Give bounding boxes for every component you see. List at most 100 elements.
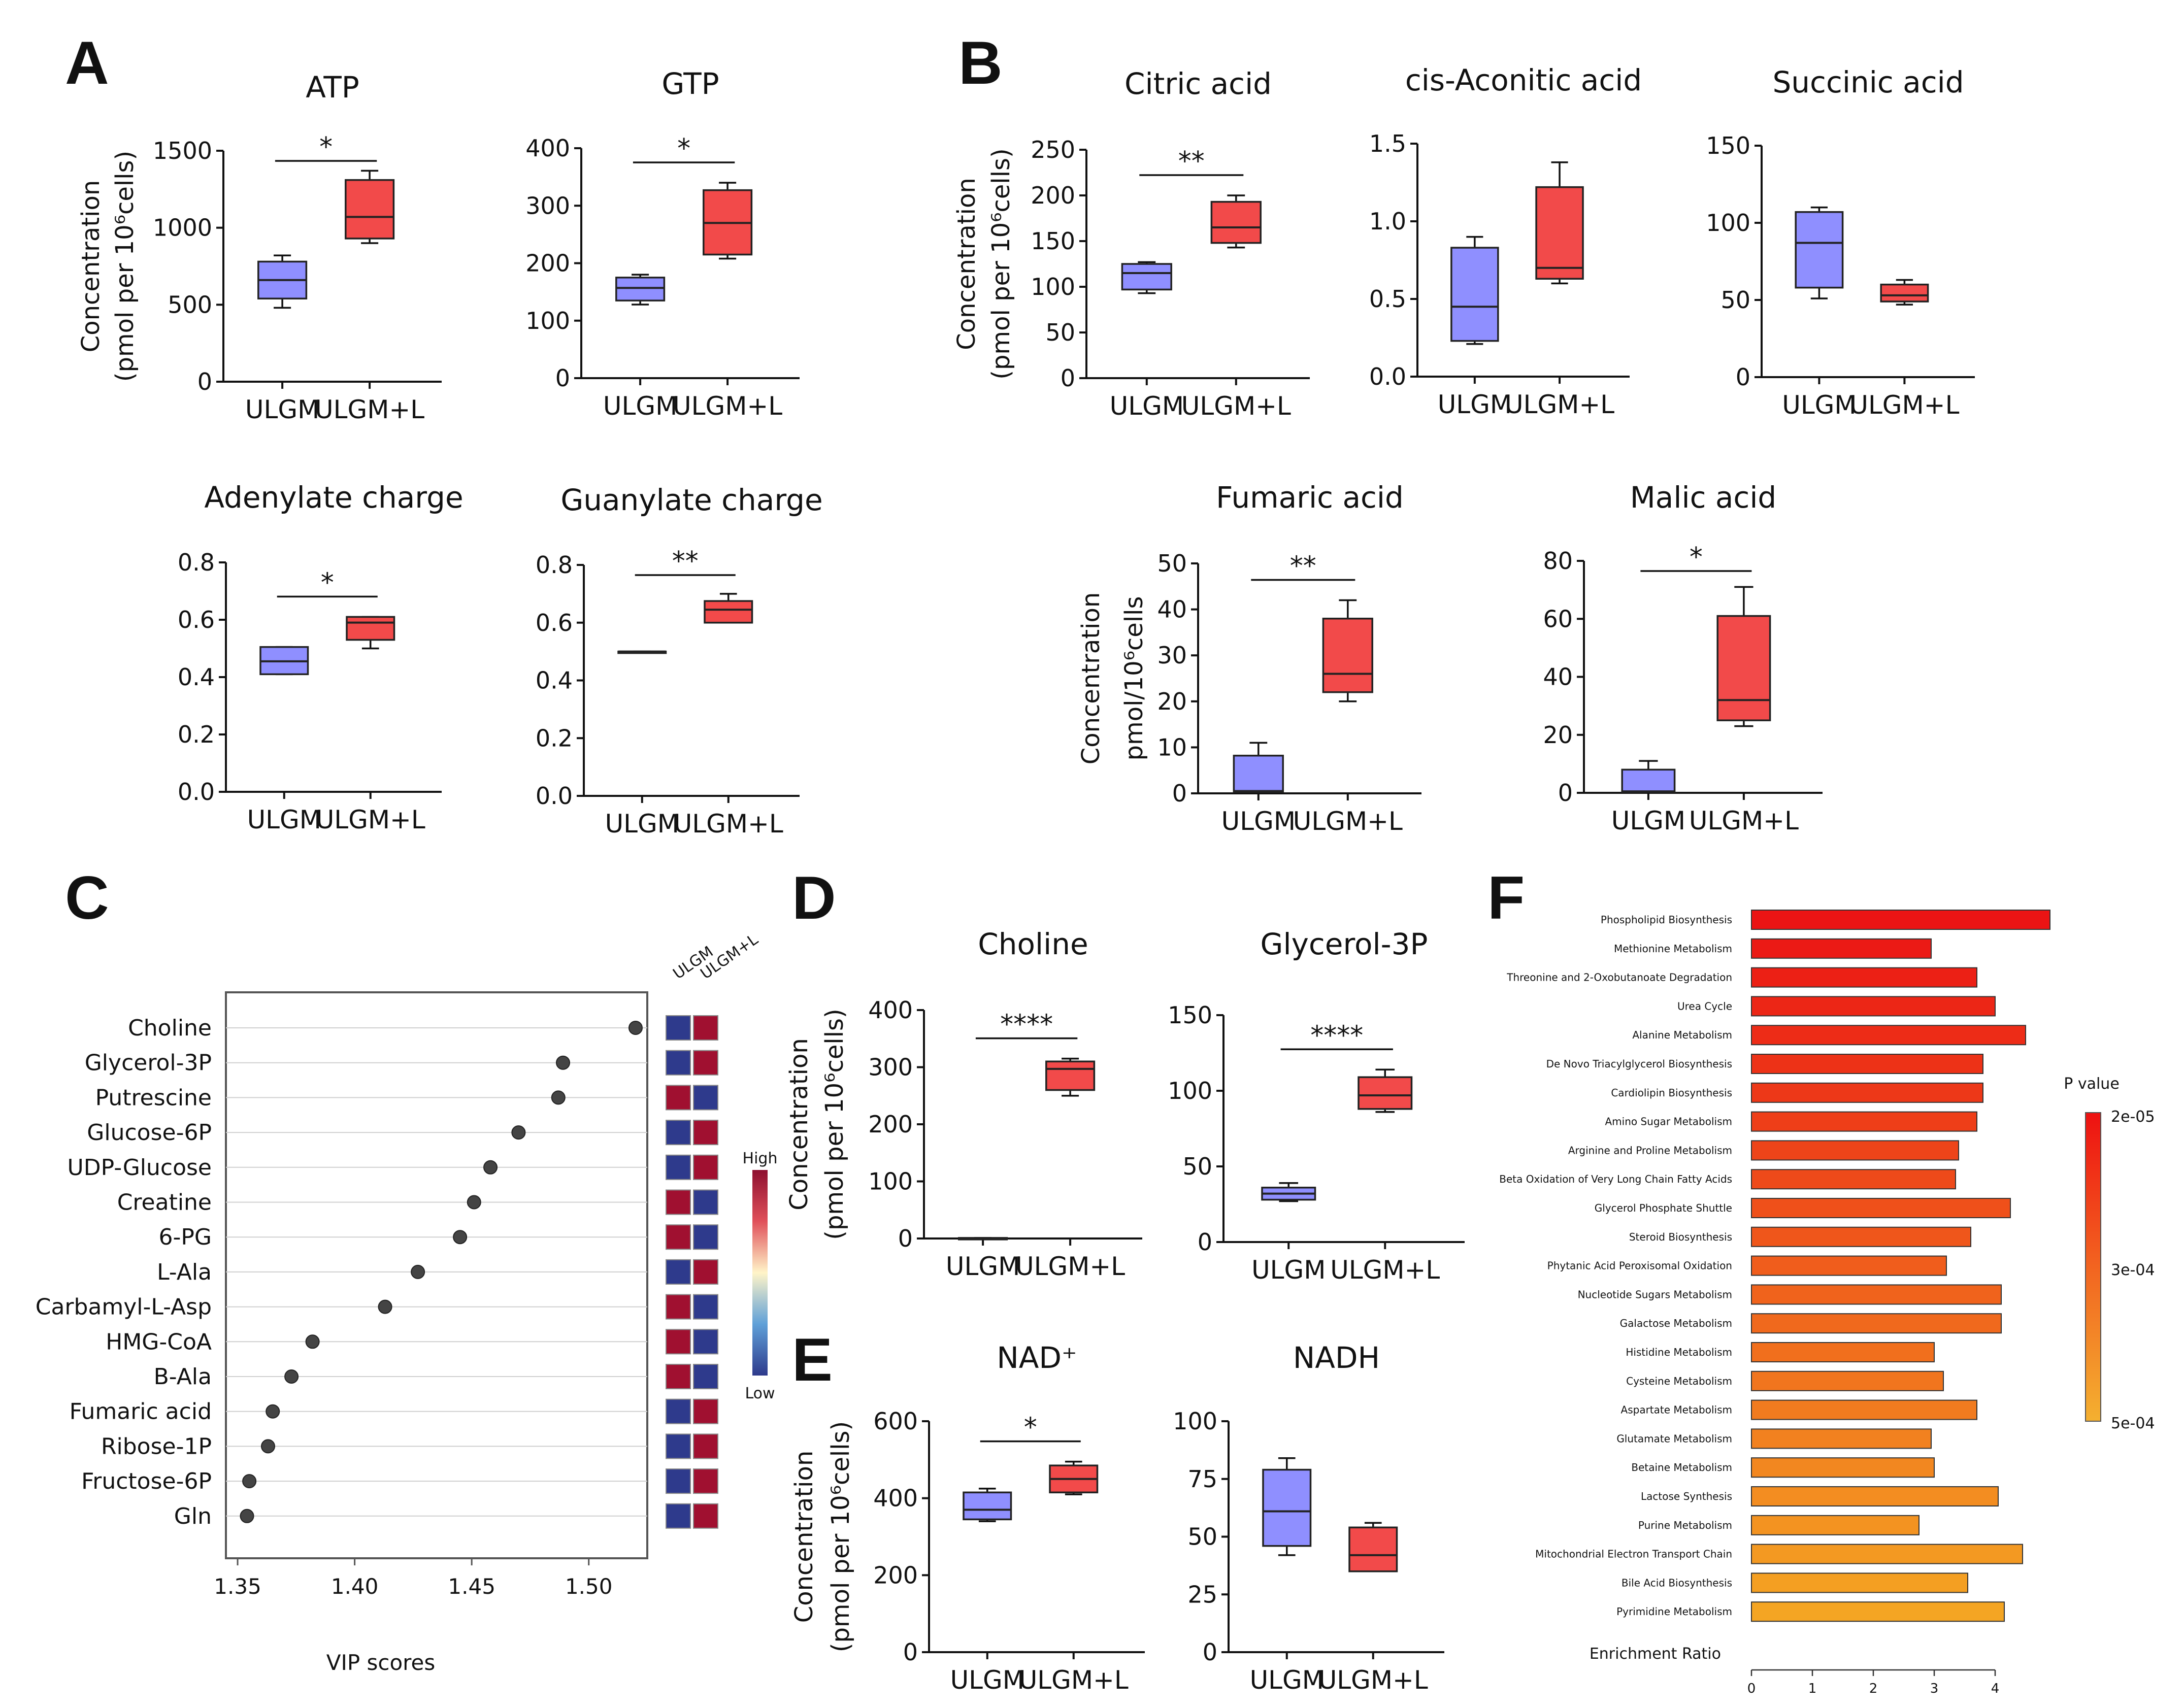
box-ulgm [1621, 768, 1676, 793]
category-label: ULGM [605, 809, 679, 839]
y-tick-label: 600 [873, 1408, 918, 1435]
category-label: ULGM+L [1689, 806, 1799, 835]
enrichment-bar [1751, 1370, 1944, 1391]
chart-title: Malic acid [1630, 480, 1777, 515]
enrichment-bar [1751, 1342, 1935, 1362]
box-plots: ATP050010001500ULGMULGM+L*Concentration(… [77, 63, 1975, 1695]
metabolite-label: 6-PG [159, 1224, 212, 1250]
vip-x-tick-label: 1.45 [448, 1574, 495, 1599]
panel-letters: A B C D E F [65, 29, 1525, 1394]
pathway-label: Urea Cycle [1677, 1000, 1732, 1012]
y-tick-label: 0 [1736, 363, 1750, 391]
significance-marker: * [321, 567, 334, 598]
significance-marker: * [677, 133, 690, 164]
vip-point [240, 1509, 254, 1523]
enrichment-bar [1751, 1082, 1983, 1103]
y-tick-label: 1.0 [1369, 208, 1406, 235]
metabolite-label: Glycerol-3P [85, 1050, 212, 1076]
category-label: ULGM+L [1318, 1665, 1428, 1695]
category-label: ULGM+L [1330, 1255, 1440, 1285]
y-axis-label: Concentration [1077, 592, 1105, 765]
box-ulgm-l [1716, 615, 1771, 721]
enrichment-x-tick-label: 4 [1991, 1681, 2000, 1696]
y-tick-label: 40 [1543, 663, 1573, 691]
y-tick-label: 0 [1203, 1638, 1217, 1666]
panel-letter-f: F [1487, 864, 1525, 932]
pathway-label: Methionine Metabolism [1614, 943, 1732, 955]
y-tick-label: 100 [1173, 1408, 1217, 1435]
enrichment-bar [1751, 910, 2050, 930]
category-label: ULGM [946, 1252, 1020, 1281]
y-tick-label: 25 [1187, 1581, 1217, 1608]
heat-cell [693, 1294, 718, 1320]
metabolite-label: HMG-CoA [106, 1329, 212, 1355]
y-tick-label: 0 [1061, 364, 1075, 392]
chart-title: Citric acid [1124, 66, 1272, 101]
chart-title: Adenylate charge [204, 480, 463, 515]
y-tick-label: 100 [1706, 209, 1750, 237]
heat-cell [693, 1259, 718, 1285]
metabolite-label: Fructose-6P [81, 1468, 212, 1494]
enrichment-bar [1751, 1428, 1932, 1449]
heat-cell [666, 1398, 691, 1424]
box-ulgm [1121, 263, 1172, 291]
metabolite-label: L-Ala [157, 1259, 212, 1285]
y-axis-label: Concentration [785, 1038, 813, 1211]
chart-title: Succinic acid [1772, 65, 1964, 99]
y-tick-label: 0.4 [178, 663, 215, 691]
enrichment-bar [1751, 967, 1977, 988]
box-ulgm-l [1322, 617, 1373, 693]
enrichment-bar [1751, 1399, 1977, 1420]
vip-score-panel: Choline Glycerol-3P Putrescine Glucose-6P UD… [36, 930, 778, 1675]
vip-x-tick-label: 1.35 [214, 1574, 261, 1599]
metabolite-label: Carbamyl-L-Asp [36, 1294, 212, 1320]
y-tick-label: 50 [1720, 286, 1750, 314]
y-tick-label: 0 [197, 368, 212, 395]
enrichment-x-axis-label: Enrichment Ratio [1590, 1645, 1721, 1663]
category-label: ULGM+L [1293, 807, 1403, 836]
pvalue-tick-label: 3e-04 [2111, 1261, 2155, 1279]
enrichment-bar [1751, 1601, 2005, 1622]
y-tick-label: 50 [1157, 550, 1187, 577]
y-tick-label: 50 [1182, 1153, 1212, 1180]
significance-marker: * [1024, 1413, 1037, 1443]
vip-x-tick-label: 1.50 [565, 1574, 613, 1599]
y-tick-label: 0 [1198, 1228, 1212, 1256]
y-tick-label: 75 [1187, 1465, 1217, 1493]
heat-cell [666, 1189, 691, 1215]
y-tick-label: 100 [1031, 273, 1075, 300]
pathway-label: Phospholipid Biosynthesis [1601, 914, 1732, 926]
pathway-label: Steroid Biosynthesis [1629, 1231, 1732, 1243]
y-axis-label: (pmol per 10⁶cells) [987, 148, 1015, 380]
chart-title: Fumaric acid [1216, 480, 1404, 515]
panel-letter-d: D [792, 864, 836, 932]
y-axis-label: Concentration [952, 178, 981, 350]
enrichment-x-tick-label: 0 [1747, 1681, 1756, 1696]
pathway-label: Pyrimidine Metabolism [1616, 1605, 1732, 1618]
enrichment-bar [1751, 1025, 2026, 1046]
y-tick-label: 1.5 [1369, 130, 1406, 157]
pvalue-tick-label: 2e-05 [2111, 1108, 2155, 1126]
category-label: ULGM+L [674, 809, 783, 839]
pathway-label: Arginine and Proline Metabolism [1568, 1144, 1732, 1156]
y-tick-label: 0.0 [1369, 363, 1406, 390]
vip-point [411, 1264, 425, 1279]
vip-point [453, 1230, 468, 1245]
metabolite-label: Creatine [117, 1190, 212, 1216]
y-tick-label: 30 [1157, 642, 1187, 669]
y-tick-label: 300 [868, 1054, 913, 1081]
significance-marker: * [1690, 542, 1703, 573]
y-tick-label: 0 [555, 364, 570, 392]
y-tick-label: 250 [1031, 136, 1075, 163]
enrichment-bar [1751, 1140, 1959, 1161]
heat-cell [666, 1503, 691, 1529]
heat-cell [693, 1398, 718, 1424]
metabolite-label: Gln [174, 1503, 212, 1529]
box-ulgm [1262, 1468, 1312, 1547]
category-label: ULGM+L [673, 391, 782, 421]
pathway-label: Amino Sugar Metabolism [1605, 1116, 1733, 1128]
